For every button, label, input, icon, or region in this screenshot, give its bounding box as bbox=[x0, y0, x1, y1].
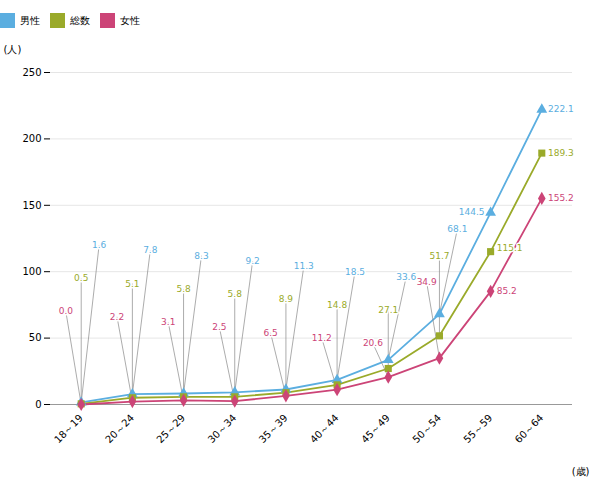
svg-text:20～24: 20～24 bbox=[103, 412, 136, 445]
svg-text:0.0: 0.0 bbox=[59, 306, 74, 316]
svg-text:5.1: 5.1 bbox=[125, 279, 139, 289]
svg-text:55～59: 55～59 bbox=[461, 412, 494, 445]
svg-text:25～29: 25～29 bbox=[154, 412, 187, 445]
svg-text:0.5: 0.5 bbox=[74, 273, 88, 283]
svg-text:189.3: 189.3 bbox=[548, 148, 574, 158]
html-text:女性: 女性 bbox=[120, 13, 140, 27]
svg-text:33.6: 33.6 bbox=[396, 272, 416, 282]
svg-text:8.9: 8.9 bbox=[279, 294, 294, 304]
svg-text:3.1: 3.1 bbox=[161, 317, 175, 327]
svg-text:0: 0 bbox=[35, 399, 41, 410]
svg-text:5.8: 5.8 bbox=[176, 284, 191, 294]
svg-text:155.2: 155.2 bbox=[548, 193, 574, 203]
svg-text:50: 50 bbox=[29, 332, 42, 343]
svg-text:68.1: 68.1 bbox=[447, 224, 467, 234]
svg-text:(人): (人) bbox=[4, 44, 22, 55]
svg-text:100: 100 bbox=[22, 266, 41, 277]
svg-text:18～19: 18～19 bbox=[52, 412, 85, 445]
svg-text:250: 250 bbox=[22, 67, 41, 78]
svg-text:(歳): (歳) bbox=[572, 466, 590, 477]
svg-text:7.8: 7.8 bbox=[143, 245, 158, 255]
svg-text:18.5: 18.5 bbox=[345, 267, 365, 277]
svg-text:9.2: 9.2 bbox=[245, 256, 259, 266]
svg-text:27.1: 27.1 bbox=[378, 305, 398, 315]
svg-text:34.9: 34.9 bbox=[417, 277, 437, 287]
svg-text:50～54: 50～54 bbox=[410, 412, 443, 445]
svg-text:30～34: 30～34 bbox=[206, 412, 239, 445]
svg-text:2.2: 2.2 bbox=[110, 312, 124, 322]
svg-text:115.1: 115.1 bbox=[497, 243, 523, 253]
svg-text:222.1: 222.1 bbox=[548, 104, 574, 114]
svg-text:45～49: 45～49 bbox=[359, 412, 392, 445]
svg-text:11.3: 11.3 bbox=[294, 261, 314, 271]
svg-text:40～44: 40～44 bbox=[308, 412, 341, 445]
svg-text:5.8: 5.8 bbox=[228, 289, 243, 299]
svg-text:85.2: 85.2 bbox=[497, 286, 517, 296]
svg-text:8.3: 8.3 bbox=[194, 251, 208, 261]
svg-text:14.8: 14.8 bbox=[327, 300, 347, 310]
svg-text:20.6: 20.6 bbox=[363, 338, 383, 348]
svg-text:150: 150 bbox=[22, 200, 41, 211]
svg-text:2.5: 2.5 bbox=[212, 322, 226, 332]
svg-text:200: 200 bbox=[22, 133, 41, 144]
html-text:総数: 総数 bbox=[70, 13, 90, 27]
svg-text:1.6: 1.6 bbox=[92, 240, 107, 250]
svg-text:11.2: 11.2 bbox=[312, 333, 332, 343]
svg-text:144.5: 144.5 bbox=[459, 207, 485, 217]
svg-text:6.5: 6.5 bbox=[263, 328, 277, 338]
svg-text:35～39: 35～39 bbox=[257, 412, 290, 445]
html-text:男性: 男性 bbox=[20, 13, 40, 27]
svg-text:60～64: 60～64 bbox=[513, 412, 546, 445]
svg-text:51.7: 51.7 bbox=[429, 251, 449, 261]
